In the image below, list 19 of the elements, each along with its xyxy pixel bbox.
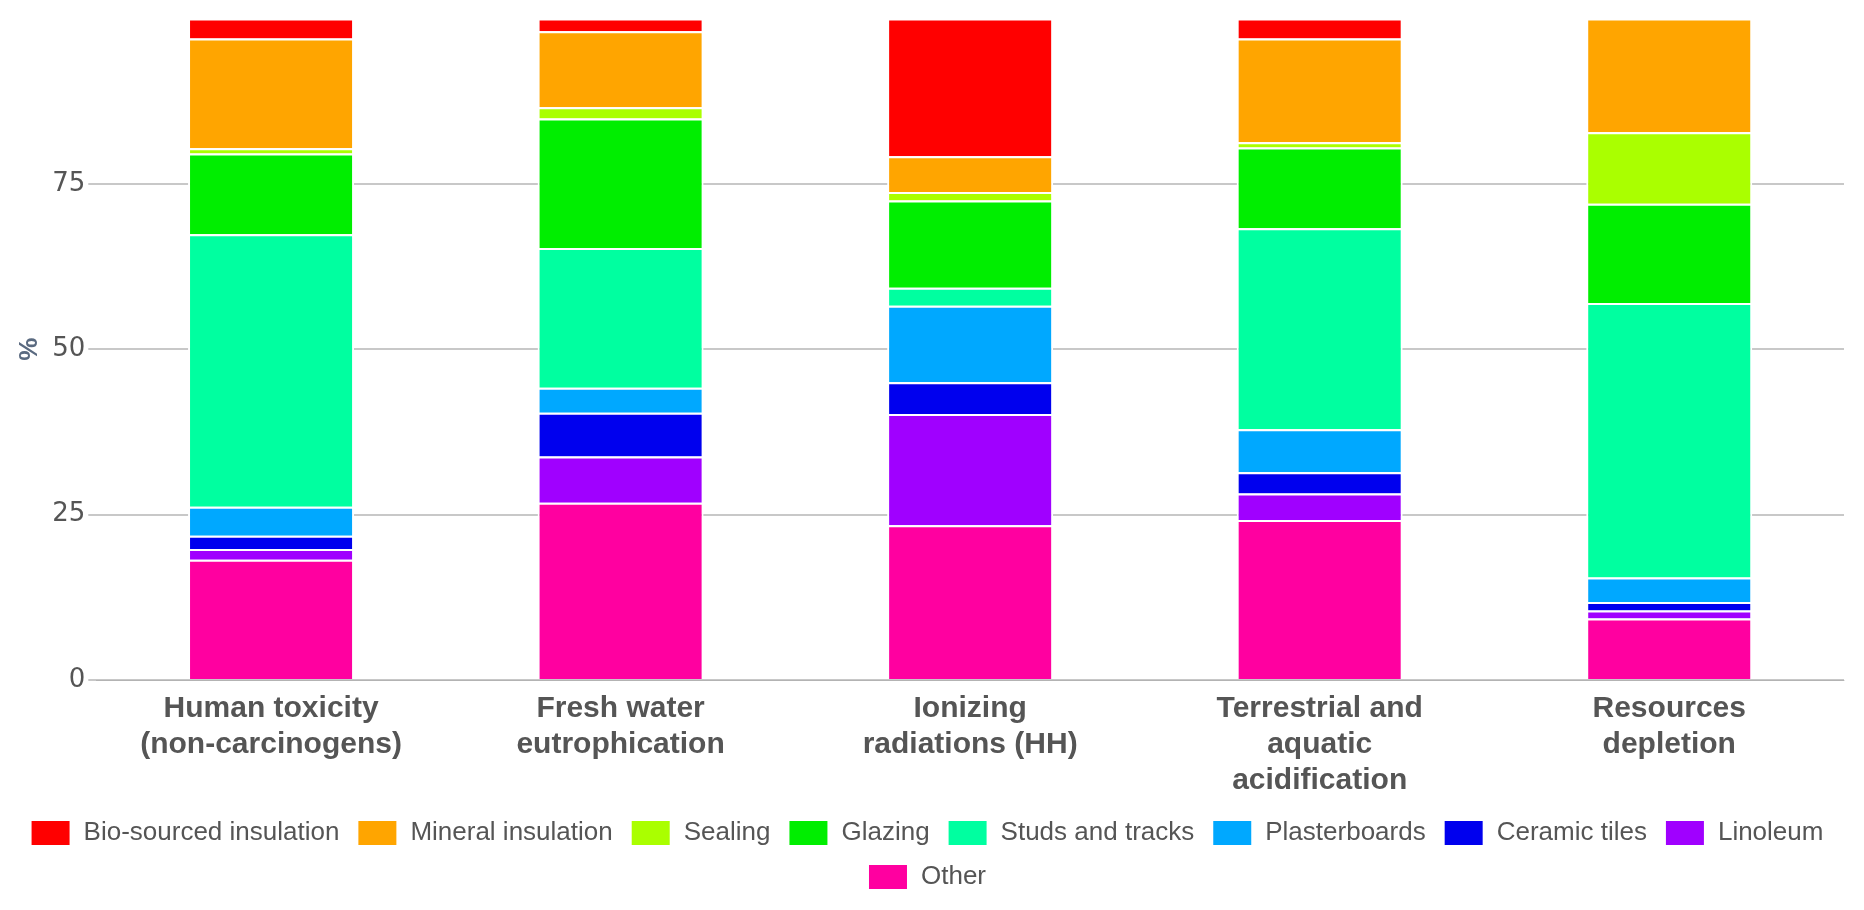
x-tick-label: Terrestrial and aquatic acidification <box>1216 690 1423 796</box>
legend-label: Studs and tracks <box>1000 816 1195 847</box>
legend-label: Other <box>920 860 987 891</box>
y-tick-label: 50 <box>52 332 86 363</box>
legend-label: Linoleum <box>1717 816 1824 847</box>
y-tick-label: 75 <box>52 166 86 197</box>
y-axis-title: % <box>12 337 43 361</box>
x-tick-label: Resources depletion <box>1592 690 1746 760</box>
x-tick-label: Fresh water eutrophication <box>516 690 725 760</box>
y-tick-label: 0 <box>68 662 86 693</box>
legend-label: Mineral insulation <box>410 816 613 847</box>
x-tick-label: Human toxicity (non-carcinogens) <box>140 690 402 760</box>
legend-label: Glazing <box>841 816 930 847</box>
legend-label: Ceramic tiles <box>1496 816 1647 847</box>
legend-label: Bio-sourced insulation <box>83 816 340 847</box>
legend-label: Plasterboards <box>1265 816 1426 847</box>
y-tick-label: 25 <box>52 497 86 528</box>
x-tick-label: Ionizing radiations (HH) <box>862 690 1078 760</box>
legend-label: Sealing <box>683 816 771 847</box>
